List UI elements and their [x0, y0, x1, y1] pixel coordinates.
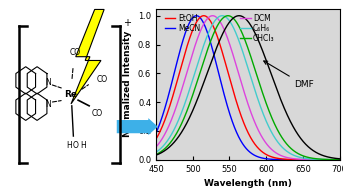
Line: EtOH: EtOH: [141, 16, 343, 160]
C6H6: [313, 158, 317, 160]
EtOH: [313, 159, 317, 161]
C6H6: [247, 69, 251, 71]
CHCl3: [247, 49, 251, 51]
CHCl3: [313, 157, 317, 160]
DMF: [139, 157, 143, 160]
EtOH: [202, 15, 206, 17]
EtOH: [241, 119, 245, 121]
DCM: [139, 156, 143, 158]
DMF: [237, 15, 241, 17]
Text: DMF: DMF: [264, 61, 314, 89]
Line: MeCN: MeCN: [141, 16, 343, 160]
CHCl3: [151, 155, 155, 157]
Text: H: H: [66, 141, 72, 150]
Y-axis label: Normalized Intensity: Normalized Intensity: [123, 31, 132, 137]
EtOH: [139, 153, 143, 156]
Polygon shape: [71, 9, 104, 104]
DCM: [247, 105, 251, 107]
DCM: [241, 86, 245, 88]
Text: H: H: [81, 141, 86, 150]
DCM: [151, 149, 155, 151]
Text: N: N: [45, 78, 51, 87]
Line: DMF: DMF: [141, 16, 343, 160]
Text: CO: CO: [92, 109, 103, 118]
CHCl3: [139, 157, 143, 160]
CHCl3: [226, 15, 230, 17]
MeCN: [139, 152, 143, 155]
DMF: [247, 21, 251, 23]
C6H6: [241, 51, 245, 53]
Line: CHCl3: CHCl3: [141, 16, 343, 160]
MeCN: [151, 139, 155, 141]
Legend: DCM, C₆H₆, CHCl₃: DCM, C₆H₆, CHCl₃: [237, 11, 278, 46]
DMF: [313, 151, 317, 153]
C6H6: [139, 157, 143, 159]
Text: Re: Re: [64, 90, 77, 99]
Text: CO: CO: [96, 75, 107, 84]
EtOH: [151, 143, 155, 145]
Text: CO: CO: [69, 48, 81, 57]
DCM: [313, 159, 317, 161]
MeCN: [247, 150, 251, 152]
DMF: [151, 155, 155, 157]
MeCN: [194, 15, 199, 17]
FancyArrow shape: [117, 118, 158, 135]
Text: N: N: [45, 100, 51, 109]
Line: C6H6: C6H6: [141, 16, 343, 160]
Text: O: O: [73, 141, 79, 150]
C6H6: [220, 15, 224, 17]
X-axis label: Wavelength (nm): Wavelength (nm): [204, 179, 292, 188]
DCM: [211, 15, 215, 17]
Line: DCM: DCM: [141, 16, 343, 160]
MeCN: [241, 143, 245, 145]
DMF: [241, 15, 245, 18]
MeCN: [313, 159, 317, 161]
EtOH: [247, 132, 251, 135]
C6H6: [151, 153, 155, 155]
Text: +: +: [123, 18, 131, 28]
CHCl3: [241, 33, 245, 36]
